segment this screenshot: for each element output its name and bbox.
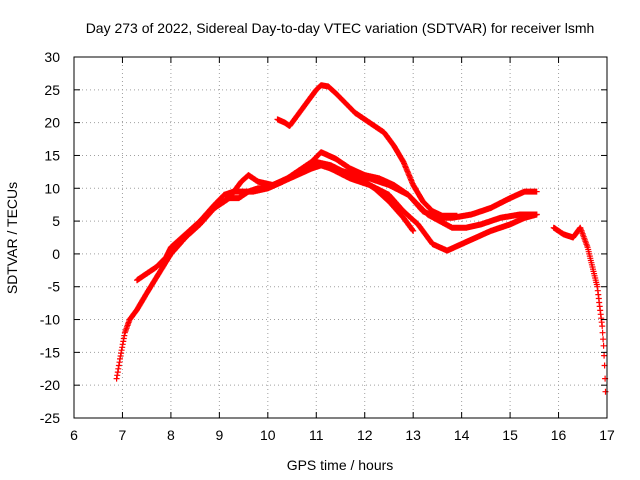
- data-points: [550, 224, 609, 395]
- y-tick-label: -20: [40, 377, 60, 393]
- plot-border: [73, 56, 608, 419]
- x-tick-label: 13: [405, 427, 421, 443]
- x-tick-label: 15: [502, 427, 518, 443]
- y-tick-label: 0: [52, 246, 60, 262]
- x-tick-label: 14: [454, 427, 470, 443]
- series-track-d: [327, 165, 540, 254]
- y-tick-label: 30: [44, 49, 60, 65]
- x-tick-label: 9: [215, 427, 223, 443]
- data-series: [113, 82, 609, 395]
- x-tick-label: 8: [167, 427, 175, 443]
- series-track-f: [550, 224, 609, 395]
- y-tick-label: -10: [40, 312, 60, 328]
- data-points: [158, 159, 540, 270]
- x-tick-label: 7: [119, 427, 127, 443]
- y-tick-label: 25: [44, 82, 60, 98]
- y-tick-label: 10: [44, 180, 60, 196]
- x-tick-label: 10: [260, 427, 276, 443]
- x-axis-title: GPS time / hours: [287, 457, 394, 473]
- y-tick-label: 15: [44, 147, 60, 163]
- y-tick-label: 20: [44, 115, 60, 131]
- chart-title: Day 273 of 2022, Sidereal Day-to-day VTE…: [86, 20, 595, 36]
- series-track-e: [274, 82, 460, 219]
- axis-ticks: 6 7 8 9 10 11 12 13 14 15 16 17 -25 -20 -15 -10 -5 0 5 10 15…: [40, 49, 615, 443]
- data-points: [274, 82, 460, 219]
- y-tick-label: -15: [40, 344, 60, 360]
- x-tick-label: 11: [309, 427, 324, 443]
- y-tick-label: -5: [48, 279, 61, 295]
- x-tick-label: 12: [357, 427, 373, 443]
- y-tick-label: 5: [52, 213, 60, 229]
- x-tick-label: 6: [70, 427, 78, 443]
- series-track-c: [158, 159, 540, 270]
- y-axis-title: SDTVAR / TECUs: [4, 182, 20, 294]
- x-tick-label: 16: [551, 427, 567, 443]
- data-points: [327, 165, 540, 254]
- x-tick-label: 17: [599, 427, 615, 443]
- y-tick-label: -25: [40, 410, 60, 426]
